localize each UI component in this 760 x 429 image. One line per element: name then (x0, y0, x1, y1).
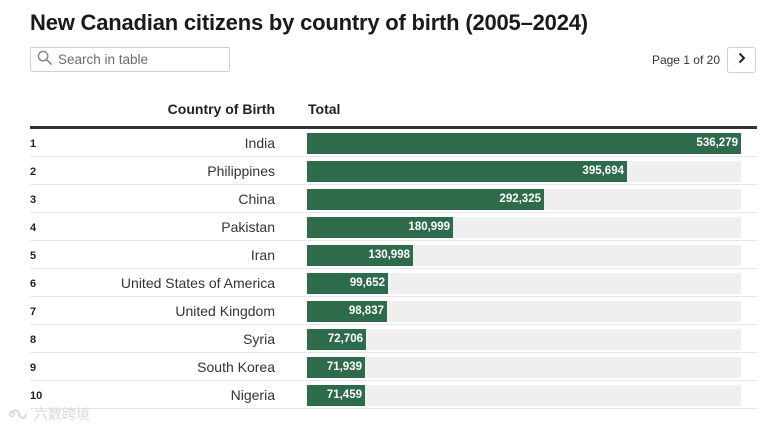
row-country: Syria (243, 331, 275, 347)
bar-track: 180,999 (307, 217, 741, 238)
bar: 71,459 (307, 385, 365, 406)
search-box[interactable] (30, 47, 230, 72)
row-rank: 4 (30, 222, 37, 234)
table-row: 9 South Korea 71,939 (30, 353, 757, 381)
row-rank: 9 (30, 362, 37, 374)
table-row: 10 Nigeria 71,459 (30, 381, 757, 409)
bar-value-label: 395,694 (582, 165, 624, 177)
row-country: South Korea (197, 359, 275, 375)
bar: 180,999 (307, 217, 453, 238)
bar: 536,279 (307, 133, 741, 154)
table-row: 4 Pakistan 180,999 (30, 213, 757, 241)
bar: 395,694 (307, 161, 627, 182)
table-row: 1 India 536,279 (30, 129, 757, 157)
bar-track: 130,998 (307, 245, 741, 266)
bar-value-label: 71,939 (326, 361, 362, 373)
bar-track: 99,652 (307, 273, 741, 294)
row-country: United States of America (120, 275, 275, 291)
bar: 71,939 (307, 357, 365, 378)
bar-track: 292,325 (307, 189, 741, 210)
bar-value-label: 292,325 (499, 193, 541, 205)
row-rank: 6 (30, 278, 37, 290)
header-divider (30, 126, 757, 129)
bar-track: 98,837 (307, 301, 741, 322)
bar: 72,706 (307, 329, 366, 350)
bar-value-label: 99,652 (349, 277, 385, 289)
table-row: 8 Syria 72,706 (30, 325, 757, 353)
bar-value-label: 536,279 (696, 137, 738, 149)
row-rank: 5 (30, 250, 37, 262)
row-rank: 8 (30, 334, 37, 346)
page-title: New Canadian citizens by country of birt… (30, 10, 588, 35)
row-country: Philippines (207, 163, 275, 179)
bar-track: 71,459 (307, 385, 741, 406)
bar-track: 536,279 (307, 133, 741, 154)
row-country: United Kingdom (175, 303, 275, 319)
bar-track: 71,939 (307, 357, 741, 378)
row-country: India (244, 135, 275, 151)
table-row: 3 China 292,325 (30, 185, 757, 213)
row-country: Iran (250, 247, 275, 263)
row-country: Nigeria (230, 387, 275, 403)
row-country: Pakistan (221, 219, 275, 235)
search-icon (37, 50, 52, 70)
row-rank: 2 (30, 166, 37, 178)
table-row: 6 United States of America 99,652 (30, 269, 757, 297)
search-input[interactable] (58, 52, 223, 67)
row-country: China (238, 191, 275, 207)
column-header-country[interactable]: Country of Birth (167, 101, 275, 117)
bar-value-label: 130,998 (368, 249, 410, 261)
bar: 292,325 (307, 189, 544, 210)
row-rank: 7 (30, 306, 37, 318)
chevron-right-icon (737, 51, 747, 69)
bar-value-label: 180,999 (408, 221, 450, 233)
pagination-label: Page 1 of 20 (651, 53, 720, 67)
row-rank: 10 (30, 390, 43, 402)
column-header-total[interactable]: Total (308, 101, 341, 117)
next-page-button[interactable] (727, 47, 756, 73)
watermark-text: 六数跨境 (34, 406, 90, 422)
bar-value-label: 71,459 (326, 389, 362, 401)
watermark: 六数跨境 (8, 404, 90, 424)
bar-track: 395,694 (307, 161, 741, 182)
bar: 99,652 (307, 273, 388, 294)
table-row: 7 United Kingdom 98,837 (30, 297, 757, 325)
row-rank: 3 (30, 194, 37, 206)
bar-value-label: 72,706 (327, 333, 363, 345)
table-row: 2 Philippines 395,694 (30, 157, 757, 185)
bar: 130,998 (307, 245, 413, 266)
table-body: 1 India 536,279 2 Philippines 395,694 3 China 29… (30, 129, 757, 409)
row-rank: 1 (30, 138, 37, 150)
watermark-logo-icon (8, 409, 27, 419)
bar: 98,837 (307, 301, 387, 322)
table-row: 5 Iran 130,998 (30, 241, 757, 269)
bar-track: 72,706 (307, 329, 741, 350)
bar-value-label: 98,837 (348, 305, 384, 317)
